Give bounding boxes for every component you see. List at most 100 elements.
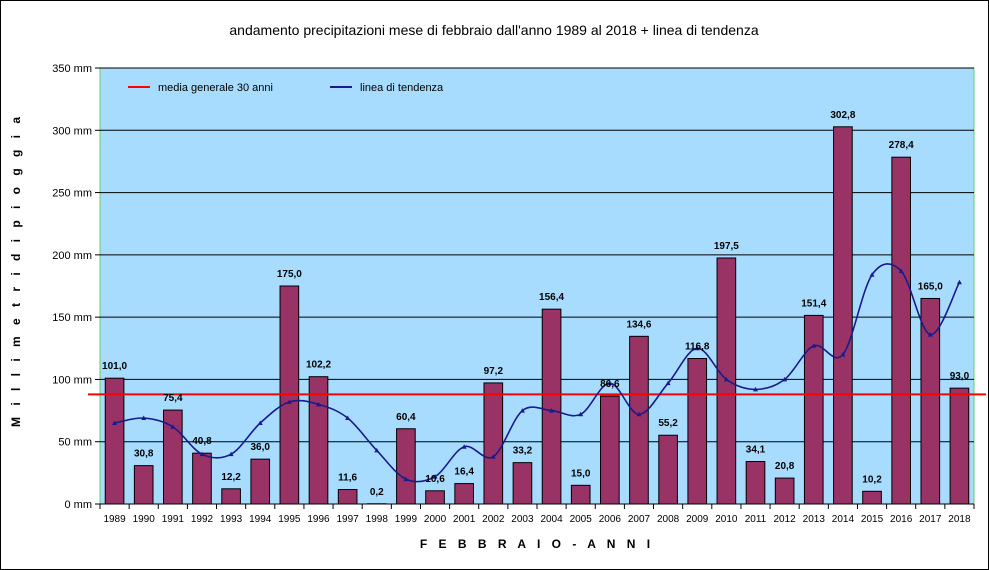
trend-point-2002	[490, 454, 496, 459]
bar-2012	[774, 477, 795, 505]
x-tick-label-2009: 2009	[686, 514, 709, 525]
data-label-2006: 86,6	[600, 379, 620, 390]
x-tick-label-1995: 1995	[278, 514, 301, 525]
y-tick-label: 200 mm	[52, 250, 92, 262]
data-label-1999: 60,4	[396, 412, 416, 423]
x-tick-label-2003: 2003	[511, 514, 534, 525]
legend-trend-label: linea di tendenza	[360, 82, 444, 94]
trend-point-1997	[345, 415, 351, 421]
x-tick-label-2012: 2012	[774, 514, 797, 525]
x-tick-label-2018: 2018	[948, 514, 971, 525]
y-tick-label: 0 mm	[65, 499, 93, 511]
x-tick-label-1992: 1992	[191, 514, 214, 525]
data-label-1998: 0,2	[370, 487, 384, 498]
y-tick-label: 300 mm	[52, 125, 92, 137]
bar-2004	[541, 308, 562, 505]
data-label-2000: 10,6	[425, 474, 445, 485]
x-tick-label-1997: 1997	[337, 514, 360, 525]
y-tick-label: 50 mm	[58, 437, 92, 449]
trend-point-2018	[956, 279, 962, 285]
data-label-2013: 151,4	[801, 298, 826, 309]
bar-1999	[396, 428, 416, 505]
x-tick-label-1989: 1989	[103, 514, 126, 525]
x-axis-title: F E B B R A I O - A N N I	[420, 537, 654, 551]
data-label-2018: 93,0	[950, 371, 970, 382]
x-tick-label-2000: 2000	[424, 514, 447, 525]
data-label-1991: 75,4	[163, 393, 183, 404]
bar-1993	[221, 488, 241, 505]
x-tick-label-2016: 2016	[890, 514, 913, 525]
data-label-1994: 36,0	[250, 442, 270, 453]
data-label-2002: 97,2	[484, 366, 504, 377]
data-label-2009: 116,8	[685, 342, 710, 353]
bar-2000	[425, 490, 445, 505]
trend-point-2005	[578, 411, 584, 417]
x-tick-label-1996: 1996	[307, 514, 330, 525]
x-tick-label-1998: 1998	[366, 514, 389, 525]
bar-1996	[308, 376, 329, 505]
bar-1990	[133, 465, 154, 505]
trend-point-2011	[753, 386, 758, 392]
bar-2009	[687, 358, 708, 505]
trend-point-2009	[694, 345, 700, 351]
x-tick-label-1993: 1993	[220, 514, 243, 525]
data-label-1997: 11,6	[338, 473, 357, 484]
data-label-1989: 101,0	[102, 361, 127, 372]
bar-2005	[570, 484, 591, 505]
trend-point-2003	[519, 408, 525, 413]
trend-point-2016	[898, 268, 904, 274]
bar-2018	[949, 387, 970, 505]
bar-2002	[483, 382, 504, 505]
bar-1989	[104, 377, 125, 505]
bar-1997	[337, 489, 358, 505]
x-tick-label-2007: 2007	[628, 514, 651, 525]
trend-point-1993	[228, 451, 234, 457]
x-tick-label-2011: 2011	[745, 514, 767, 525]
trend-point-2015	[869, 272, 875, 277]
y-axis-title: M i l l i m e t r i d i p i o g g i a	[9, 113, 23, 427]
data-label-2010: 197,5	[714, 241, 739, 252]
data-label-2011: 34,1	[746, 445, 766, 456]
trend-point-2007	[636, 411, 642, 417]
trend-point-1990	[141, 415, 147, 421]
data-label-2014: 302,8	[830, 110, 855, 121]
trend-point-1994	[257, 420, 263, 426]
data-label-2007: 134,6	[626, 319, 651, 330]
chart-title: andamento precipitazioni mese di febbrai…	[229, 22, 758, 38]
trend-point-2000	[432, 474, 438, 479]
x-tick-label-2006: 2006	[599, 514, 622, 525]
trend-point-1989	[112, 420, 118, 426]
data-label-2001: 16,4	[454, 467, 474, 478]
trend-point-1999	[403, 476, 409, 482]
data-label-2012: 20,8	[775, 461, 795, 472]
x-tick-label-2005: 2005	[570, 514, 593, 525]
trend-point-2014	[840, 352, 846, 357]
y-tick-label: 250 mm	[52, 188, 92, 200]
x-tick-label-1994: 1994	[249, 514, 272, 525]
data-label-1995: 175,0	[277, 269, 302, 280]
trend-point-2013	[811, 343, 817, 348]
data-label-1992: 40,8	[192, 436, 212, 447]
x-tick-label-2008: 2008	[657, 514, 680, 525]
data-label-2008: 55,2	[658, 418, 678, 429]
trend-point-1996	[316, 401, 321, 407]
x-tick-label-2002: 2002	[482, 514, 505, 525]
x-tick-label-1990: 1990	[133, 514, 156, 525]
data-label-1996: 102,2	[306, 360, 331, 371]
y-tick-label: 150 mm	[52, 312, 92, 324]
bar-2001	[454, 483, 474, 505]
data-label-2003: 33,2	[513, 446, 533, 457]
y-tick-label: 100 mm	[52, 374, 92, 386]
bar-2007	[629, 335, 649, 505]
trend-point-2012	[782, 376, 788, 382]
x-tick-label-2014: 2014	[832, 514, 855, 525]
bar-2003	[512, 462, 533, 505]
data-label-2005: 15,0	[571, 468, 591, 479]
bar-2016	[891, 156, 911, 505]
trend-point-2004	[549, 408, 555, 413]
bar-1994	[250, 458, 271, 505]
x-tick-label-2013: 2013	[803, 514, 826, 525]
trend-point-2008	[665, 380, 671, 386]
x-tick-label-2017: 2017	[919, 514, 942, 525]
